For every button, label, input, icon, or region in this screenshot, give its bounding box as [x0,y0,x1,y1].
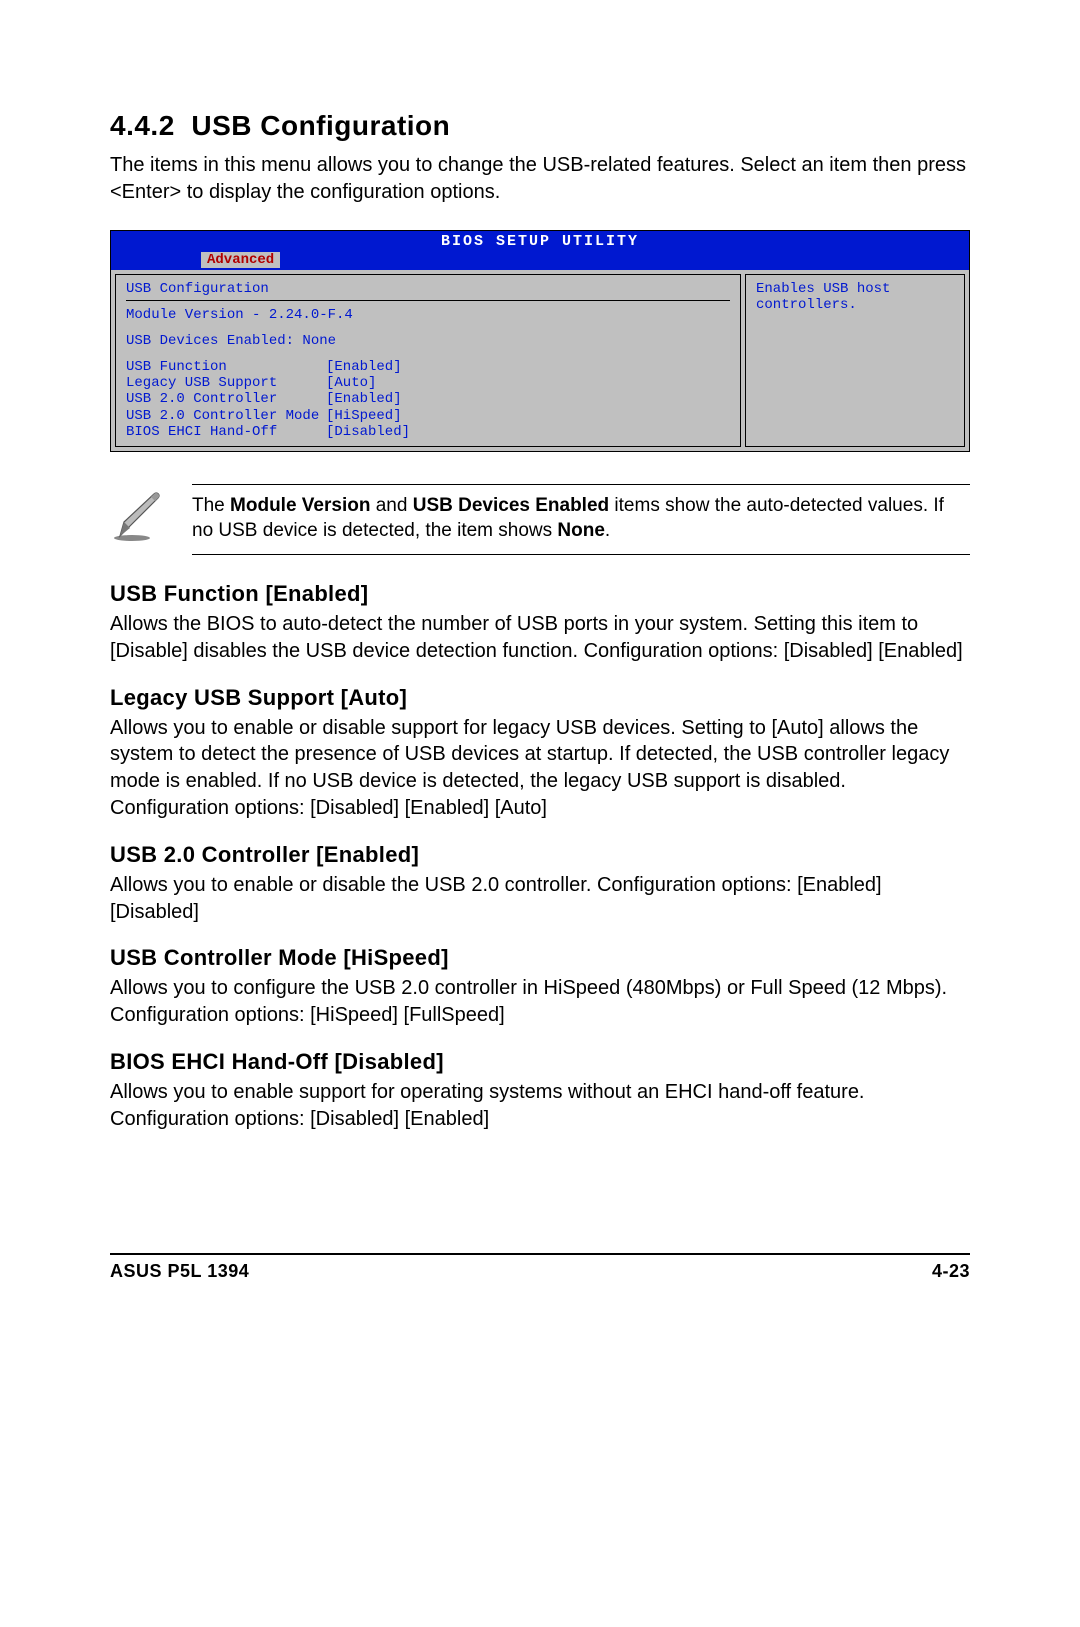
bios-body: USB Configuration Module Version - 2.24.… [111,270,969,451]
bios-devices-enabled: USB Devices Enabled: None [126,333,730,349]
note-span: The [192,495,230,516]
bios-option-key: BIOS EHCI Hand-Off [126,424,326,440]
subsection-body: Allows the BIOS to auto-detect the numbe… [110,611,970,665]
section-heading: 4.4.2 USB Configuration [110,110,970,142]
bios-option-key: USB Function [126,359,326,375]
bios-left-panel: USB Configuration Module Version - 2.24.… [115,274,741,447]
bios-option-val: [Enabled] [326,359,402,375]
divider [192,554,970,555]
bios-tab-row: Advanced [111,250,969,270]
divider [126,300,730,301]
footer-left: ASUS P5L 1394 [110,1261,249,1282]
bios-option-val: [Enabled] [326,391,402,407]
note-bold: USB Devices Enabled [413,495,609,516]
bios-option-row: USB Function[Enabled] [126,359,730,375]
subsection-body: Allows you to enable support for operati… [110,1079,970,1133]
page-footer: ASUS P5L 1394 4-23 [110,1261,970,1282]
bios-help-line: controllers. [756,297,954,313]
section-number: 4.4.2 [110,110,175,141]
bios-option-row: USB 2.0 Controller[Enabled] [126,391,730,407]
subsection-heading: BIOS EHCI Hand-Off [Disabled] [110,1049,970,1075]
note-bold: Module Version [230,495,370,516]
bios-screenshot: BIOS SETUP UTILITY Advanced USB Configur… [110,230,970,452]
footer-divider [110,1253,970,1255]
subsection-heading: USB 2.0 Controller [Enabled] [110,842,970,868]
bios-option-key: USB 2.0 Controller [126,391,326,407]
note-text: The Module Version and USB Devices Enabl… [192,493,970,544]
pen-icon [110,488,166,549]
subsection-heading: USB Function [Enabled] [110,581,970,607]
subsection-body: Allows you to enable or disable the USB … [110,872,970,926]
bios-option-row: USB 2.0 Controller Mode[HiSpeed] [126,408,730,424]
spacer [126,323,730,333]
note-text-wrap: The Module Version and USB Devices Enabl… [192,484,970,555]
footer-right: 4-23 [932,1261,970,1282]
bios-module-version: Module Version - 2.24.0-F.4 [126,307,730,323]
subsection: USB Function [Enabled] Allows the BIOS t… [110,581,970,665]
bios-tab-advanced: Advanced [201,252,280,268]
bios-option-row: BIOS EHCI Hand-Off[Disabled] [126,424,730,440]
subsection: BIOS EHCI Hand-Off [Disabled] Allows you… [110,1049,970,1133]
bios-option-val: [HiSpeed] [326,408,402,424]
note-span: . [605,520,610,541]
spacer [126,349,730,359]
bios-option-key: USB 2.0 Controller Mode [126,408,326,424]
note-bold: None [557,520,605,541]
subsection-heading: Legacy USB Support [Auto] [110,685,970,711]
section-title: USB Configuration [191,110,450,141]
bios-help-panel: Enables USB host controllers. [745,274,965,447]
bios-help-line: Enables USB host [756,281,954,297]
subsection: USB 2.0 Controller [Enabled] Allows you … [110,842,970,926]
bios-option-val: [Auto] [326,375,376,391]
divider [192,484,970,485]
subsection: USB Controller Mode [HiSpeed] Allows you… [110,945,970,1029]
bios-option-val: [Disabled] [326,424,410,440]
subsection-body: Allows you to enable or disable support … [110,715,970,822]
bios-title-bar: BIOS SETUP UTILITY [111,231,969,250]
note-span: and [370,495,412,516]
subsection-body: Allows you to configure the USB 2.0 cont… [110,975,970,1029]
note-block: The Module Version and USB Devices Enabl… [110,484,970,555]
subsection-heading: USB Controller Mode [HiSpeed] [110,945,970,971]
subsection: Legacy USB Support [Auto] Allows you to … [110,685,970,822]
page: 4.4.2 USB Configuration The items in thi… [0,0,1080,1342]
intro-paragraph: The items in this menu allows you to cha… [110,152,970,206]
bios-option-key: Legacy USB Support [126,375,326,391]
bios-option-row: Legacy USB Support[Auto] [126,375,730,391]
bios-left-title: USB Configuration [126,281,730,297]
